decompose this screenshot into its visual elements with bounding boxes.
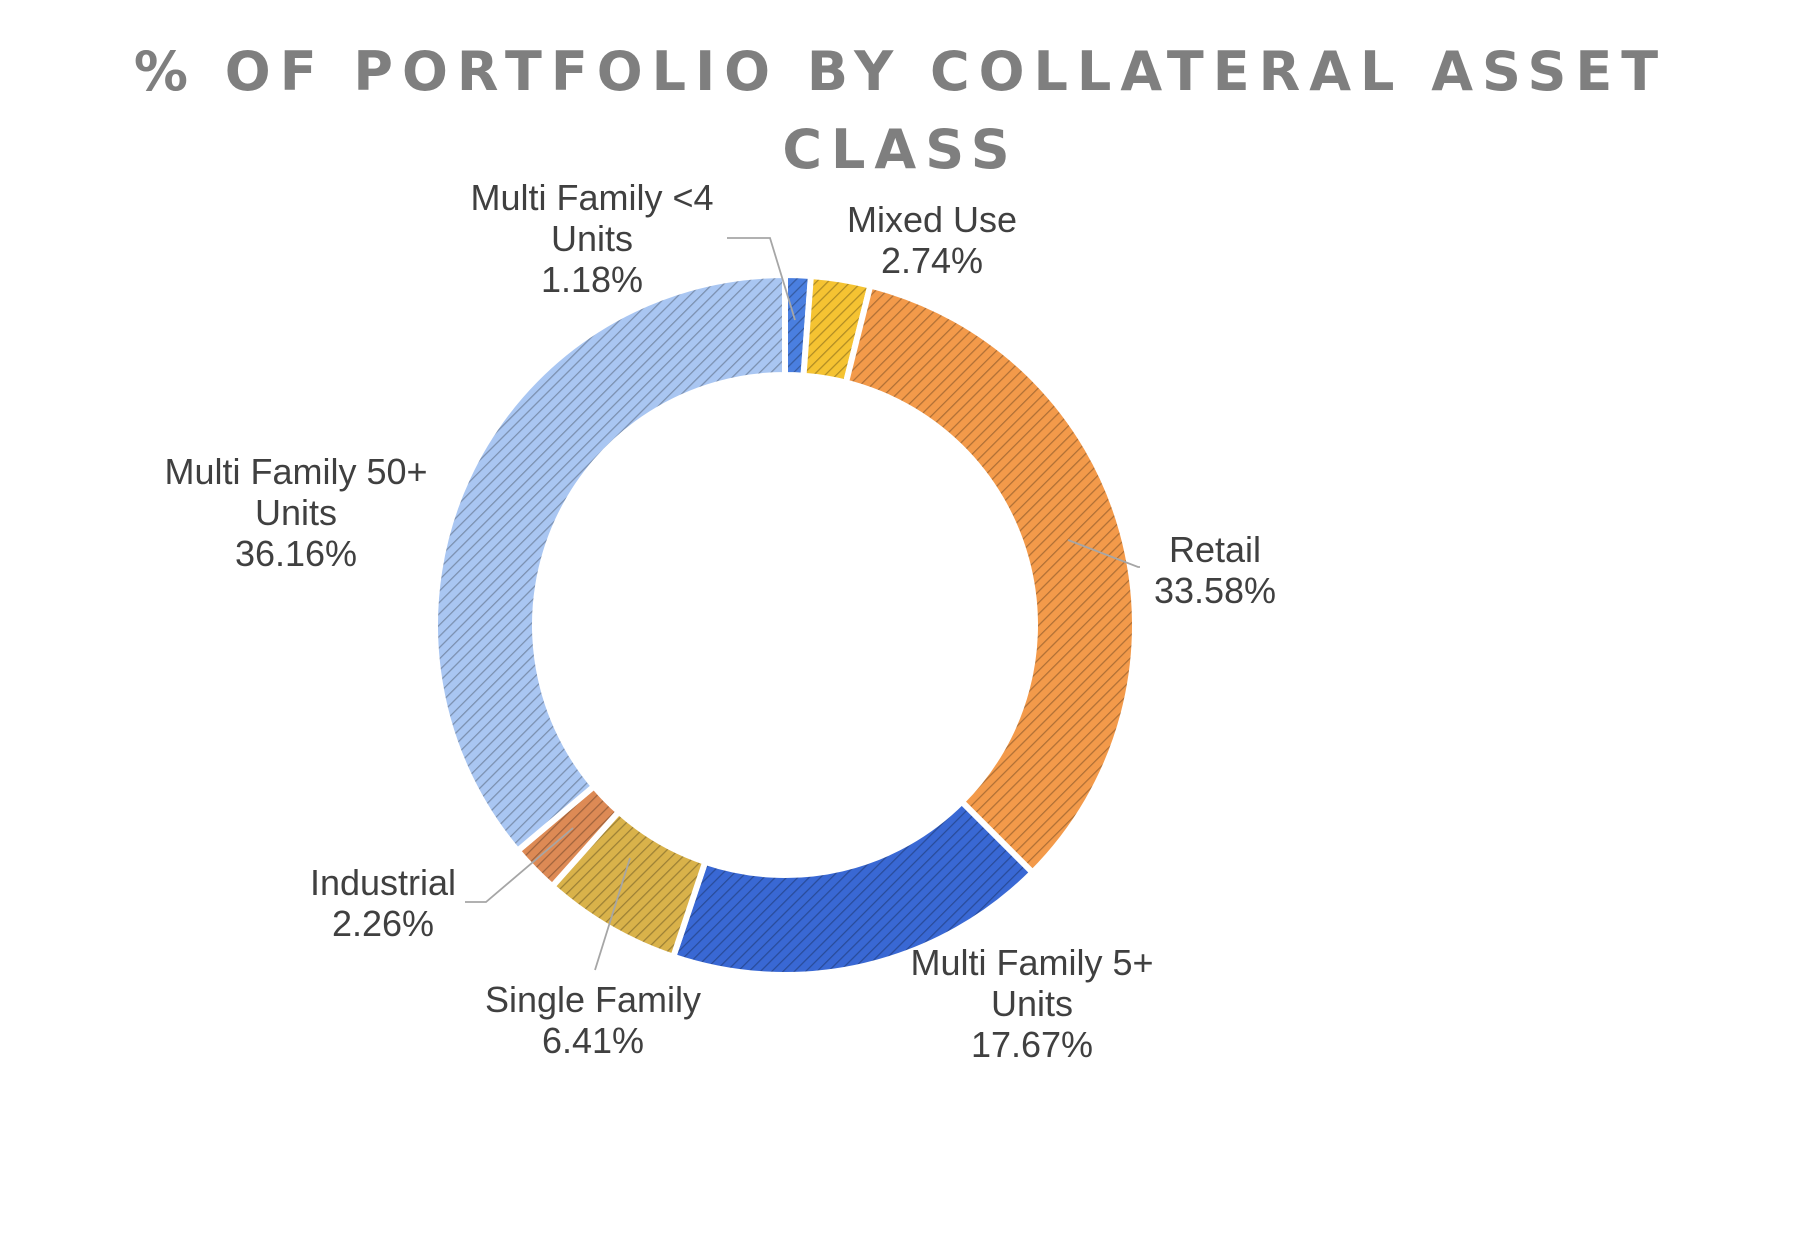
data-label-1: Mixed Use 2.74% [847, 199, 1017, 281]
data-label-5: Industrial 2.26% [310, 862, 456, 944]
chart-title-line-2: CLASS [782, 118, 1019, 181]
data-label-category: Multi Family 50+ [164, 451, 427, 492]
data-label-value: 2.74% [881, 240, 983, 281]
data-label-category: Retail [1169, 529, 1261, 570]
data-label-category: Units [551, 218, 633, 259]
data-label-value: 6.41% [542, 1020, 644, 1061]
leader-line-5 [465, 827, 574, 903]
data-label-value: 17.67% [971, 1024, 1093, 1065]
data-label-category: Industrial [310, 862, 456, 903]
data-label-3: Multi Family 5+ Units 17.67% [910, 942, 1153, 1065]
data-label-category: Single Family [485, 979, 701, 1020]
data-label-0: Multi Family <4 Units 1.18% [470, 177, 713, 300]
leader-line-0 [727, 237, 796, 321]
data-label-value: 2.26% [332, 903, 434, 944]
donut-slice-2 [842, 281, 1138, 877]
leader-line-4 [594, 857, 631, 971]
data-label-6: Multi Family 50+ Units 36.16% [164, 451, 427, 574]
leader-line-2 [1067, 539, 1140, 568]
data-label-category: Multi Family <4 [470, 177, 713, 218]
data-label-category: Units [255, 492, 337, 533]
data-label-value: 1.18% [541, 259, 643, 300]
donut-slice-6 [432, 271, 788, 856]
data-label-category: Units [991, 983, 1073, 1024]
data-label-value: 36.16% [235, 533, 357, 574]
data-label-2: Retail 33.58% [1154, 529, 1276, 611]
data-label-4: Single Family 6.41% [485, 979, 701, 1061]
data-label-category: Mixed Use [847, 199, 1017, 240]
data-label-category: Multi Family 5+ [910, 942, 1153, 983]
data-label-value: 33.58% [1154, 570, 1276, 611]
chart-title-line-1: % OF PORTFOLIO BY COLLATERAL ASSET [133, 40, 1668, 103]
